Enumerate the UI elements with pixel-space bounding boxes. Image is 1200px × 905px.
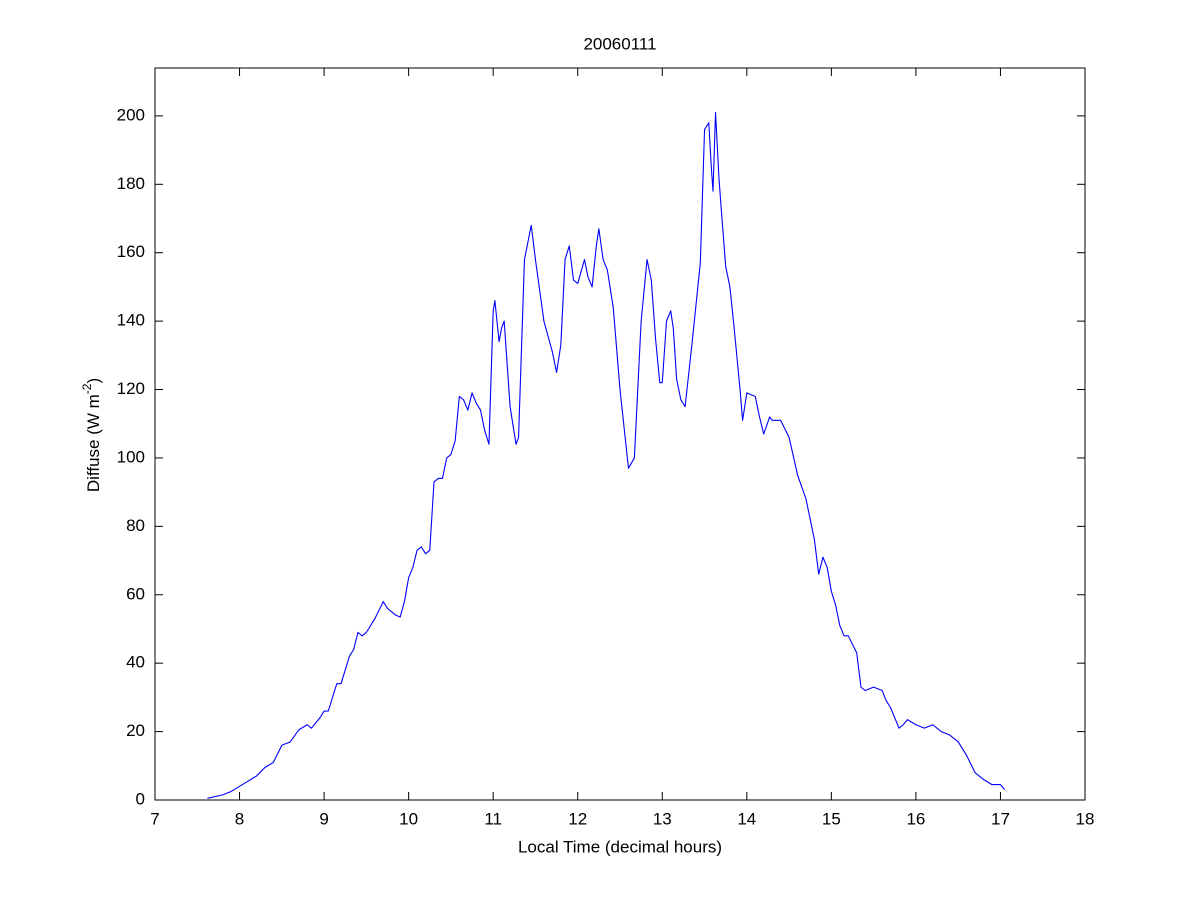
x-tick-label: 17	[991, 809, 1010, 828]
y-tick-label: 200	[117, 105, 145, 124]
data-line	[207, 111, 1006, 799]
y-axis-label-superscript: -2	[80, 383, 94, 394]
x-tick-label: 10	[399, 809, 418, 828]
y-tick-label: 140	[117, 311, 145, 330]
y-tick-label: 80	[126, 516, 145, 535]
y-axis-label-suffix: )	[84, 378, 103, 384]
x-tick-label: 11	[484, 809, 502, 828]
y-tick-label: 0	[136, 789, 145, 808]
x-tick-label: 9	[319, 809, 328, 828]
x-tick-label: 8	[235, 809, 244, 828]
y-tick-label: 100	[117, 447, 145, 466]
x-tick-label: 13	[653, 809, 672, 828]
x-tick-label: 12	[568, 809, 587, 828]
y-tick-label: 120	[117, 379, 145, 398]
x-tick-label: 7	[150, 809, 159, 828]
x-tick-label: 14	[737, 809, 756, 828]
y-axis-label-text: Diffuse (W m	[84, 394, 103, 492]
y-tick-label: 20	[126, 721, 145, 740]
chart-title: 20060111	[583, 34, 656, 53]
y-tick-label: 160	[117, 242, 145, 261]
x-tick-label: 15	[822, 809, 841, 828]
plot-frame	[154, 67, 1086, 801]
x-tick-label: 16	[906, 809, 925, 828]
x-tick-label: 18	[1076, 809, 1095, 828]
y-tick-label: 180	[117, 174, 145, 193]
y-tick-label: 60	[126, 584, 145, 603]
y-tick-label: 40	[126, 653, 145, 672]
y-axis-label: Diffuse (W m-2)	[80, 378, 103, 492]
x-axis-label: Local Time (decimal hours)	[518, 837, 722, 856]
